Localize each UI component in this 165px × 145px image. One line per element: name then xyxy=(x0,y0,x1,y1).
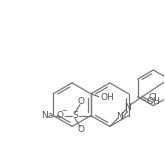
Text: N: N xyxy=(116,112,123,121)
Text: O: O xyxy=(77,97,84,106)
Text: S: S xyxy=(72,111,78,120)
Text: −: − xyxy=(61,108,67,114)
Text: Na: Na xyxy=(41,111,53,120)
Text: Cl: Cl xyxy=(149,93,158,102)
Text: OH: OH xyxy=(147,97,161,106)
Text: O: O xyxy=(77,125,84,134)
Text: O: O xyxy=(56,111,63,120)
Text: OH: OH xyxy=(101,93,115,102)
Text: N: N xyxy=(124,103,131,112)
